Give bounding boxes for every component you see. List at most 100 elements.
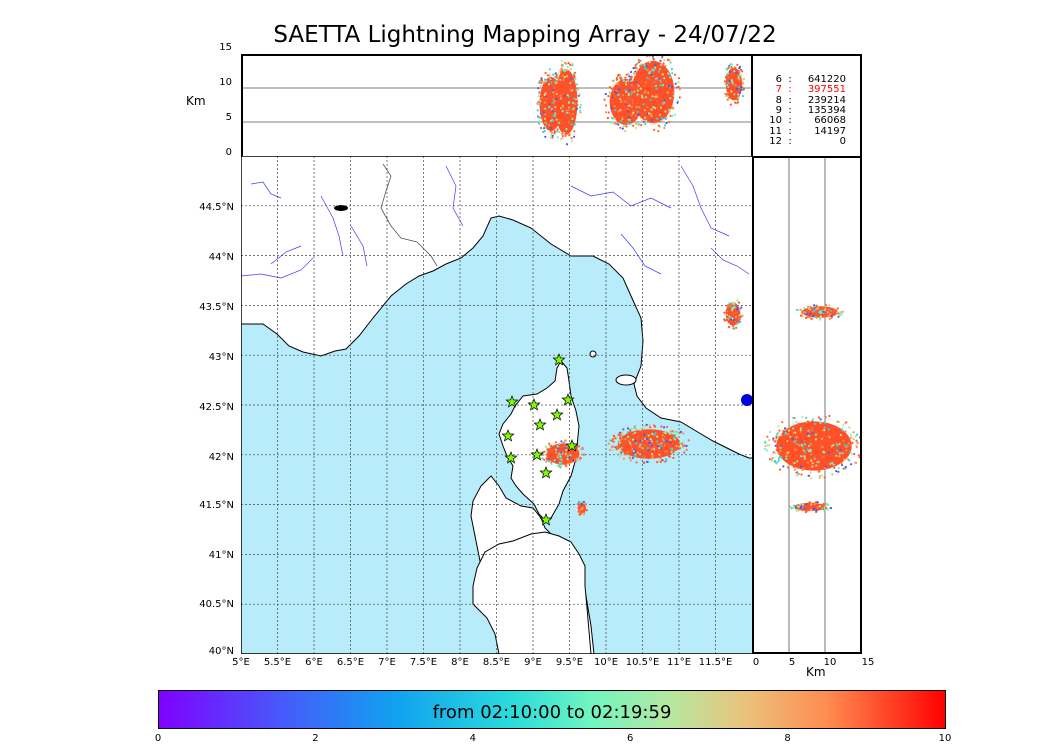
map-cell-tyrrhenian-point xyxy=(685,448,688,451)
map-cell-tyrrhenian-point xyxy=(639,439,642,442)
altitude-cell-d-point xyxy=(641,92,644,95)
map-cell-tyrrhenian-point xyxy=(641,455,645,458)
altitude-cell-e-point xyxy=(727,72,730,75)
side-cell-main-point xyxy=(803,457,806,460)
source-count-row: 11: 14197 xyxy=(762,126,846,137)
side-cell-south-point xyxy=(814,501,817,504)
altitude-cell-c-point xyxy=(624,122,627,125)
side-cell-main-point xyxy=(824,421,827,424)
altitude-cell-b-point xyxy=(572,93,576,96)
altitude-cell-a-point xyxy=(537,95,540,98)
side-cell-main-point xyxy=(791,461,794,464)
altitude-cell-c-point xyxy=(615,82,618,85)
map-cell-tyrrhenian-point xyxy=(650,444,653,447)
altitude-cell-a-point xyxy=(536,102,539,105)
altitude-cell-c-point xyxy=(628,119,631,122)
map-cell-tyrrhenian-point xyxy=(612,440,615,443)
side-cell-main-point xyxy=(799,429,802,432)
altitude-cell-a-point xyxy=(537,100,540,104)
altitude-cell-e-point xyxy=(737,77,740,80)
source-count-value: 239214 xyxy=(807,94,846,106)
altitude-cell-b-point xyxy=(553,100,556,103)
altitude-cell-c-point xyxy=(632,111,635,114)
map-cell-tyrrhenian-point xyxy=(662,446,666,449)
side-cell-main-point xyxy=(808,474,811,477)
altitude-cell-d-point xyxy=(655,100,658,103)
map-cell-tyrrhenian-point xyxy=(614,437,617,440)
side-cell-main-point xyxy=(828,436,831,439)
side-cell-main-point xyxy=(830,445,833,448)
side-cell-south-point xyxy=(792,505,795,508)
side-cell-north-point xyxy=(799,314,803,317)
altitude-cell-a-point xyxy=(552,101,555,104)
side-cell-main-point xyxy=(847,442,850,445)
altitude-cell-c-point xyxy=(610,106,613,110)
side-cell-main-point xyxy=(777,459,780,462)
side-cell-south-point xyxy=(823,505,826,508)
altitude-cell-d-point xyxy=(638,94,641,97)
altitude-cell-d-point xyxy=(636,86,639,89)
altitude-cell-b-point xyxy=(562,79,565,82)
altitude-cell-b-point xyxy=(569,77,572,80)
altitude-cell-b-point xyxy=(565,75,569,78)
altitude-cell-b-point xyxy=(555,74,558,77)
map-cell-tyrrhenian-point xyxy=(656,440,659,443)
altitude-cell-d-point xyxy=(643,91,646,94)
altitude-cell-d-point xyxy=(654,66,657,69)
altitude-cell-b-point xyxy=(566,65,569,68)
side-cell-main-point xyxy=(779,468,782,471)
altitude-cell-b-point xyxy=(562,64,565,67)
map-cell-north-point xyxy=(739,316,742,319)
map-cell-corsica-point xyxy=(554,448,557,451)
map-cell-tyrrhenian-point xyxy=(619,433,622,436)
map-cell-tyrrhenian-point xyxy=(626,450,629,453)
side-cell-main-point xyxy=(823,451,826,454)
altitude-cell-d-point xyxy=(639,64,642,67)
map-cell-tyrrhenian-point xyxy=(628,449,632,453)
map-cell-north-point xyxy=(729,316,732,319)
side-cell-main-point xyxy=(797,443,800,446)
map-cell-corsica-point xyxy=(566,457,569,461)
altitude-cell-c-point xyxy=(619,76,622,79)
side-cell-main-point xyxy=(841,457,844,460)
altitude-cell-d-point xyxy=(643,84,646,87)
side-cell-main-point xyxy=(821,429,824,432)
altitude-cell-a-point xyxy=(551,96,554,99)
latitude-tick-label: 44°N xyxy=(208,252,234,263)
side-cell-main-point xyxy=(779,446,782,449)
altitude-cell-e-point xyxy=(730,63,734,66)
map-cell-tyrrhenian-point xyxy=(644,444,647,447)
altitude-cell-d-point xyxy=(657,72,660,75)
altitude-cell-b-point xyxy=(560,83,563,86)
altitude-cell-b-point xyxy=(555,76,558,79)
altitude-cell-d-point xyxy=(663,101,666,104)
altitude-cell-d-point xyxy=(634,73,637,76)
source-count-value: 135394 xyxy=(807,104,846,116)
latitude-tick-label: 43.5°N xyxy=(199,302,234,313)
altitude-cell-e-point xyxy=(731,93,734,96)
map-cell-corsica-point xyxy=(578,459,581,462)
altitude-cell-d-point xyxy=(625,80,628,83)
map-cell-tyrrhenian-point xyxy=(674,450,677,453)
side-cell-main-point xyxy=(818,476,821,480)
altitude-cell-c-point xyxy=(616,90,620,93)
altitude-cell-d-point xyxy=(655,121,658,124)
side-cell-south-point xyxy=(790,507,793,510)
altitude-cell-b-point xyxy=(570,140,573,143)
side-cell-main-point xyxy=(773,440,777,443)
map-cell-north-point xyxy=(723,318,726,321)
altitude-cell-a-point xyxy=(549,136,552,139)
side-cell-north-point xyxy=(812,314,815,318)
map-cell-south-point xyxy=(584,502,587,505)
map-cell-corsica-point xyxy=(569,454,572,457)
altitude-cell-b-point xyxy=(551,92,555,95)
altitude-cell-d-point xyxy=(651,81,654,84)
map-cell-corsica-point xyxy=(547,460,550,463)
altitude-cell-b-point xyxy=(569,67,572,71)
altitude-cell-c-point xyxy=(613,105,616,108)
side-cell-south-point xyxy=(808,501,811,504)
map-cell-tyrrhenian-point xyxy=(665,450,668,453)
altitude-cell-c-point xyxy=(623,81,626,85)
source-count-value: 14197 xyxy=(814,125,846,137)
altitude-cell-b-point xyxy=(561,137,564,140)
